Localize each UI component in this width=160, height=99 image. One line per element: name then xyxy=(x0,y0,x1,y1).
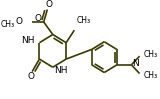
Text: N: N xyxy=(132,59,139,68)
Text: CH₃: CH₃ xyxy=(0,20,15,29)
Text: CH₃: CH₃ xyxy=(144,71,158,80)
Text: CH₃: CH₃ xyxy=(144,50,158,59)
Text: CH₃: CH₃ xyxy=(76,16,90,25)
Text: O: O xyxy=(34,14,41,23)
Text: O: O xyxy=(46,0,53,9)
Text: O: O xyxy=(28,72,35,81)
Text: O: O xyxy=(16,17,23,26)
Text: NH: NH xyxy=(54,66,67,75)
Text: NH: NH xyxy=(21,36,35,45)
